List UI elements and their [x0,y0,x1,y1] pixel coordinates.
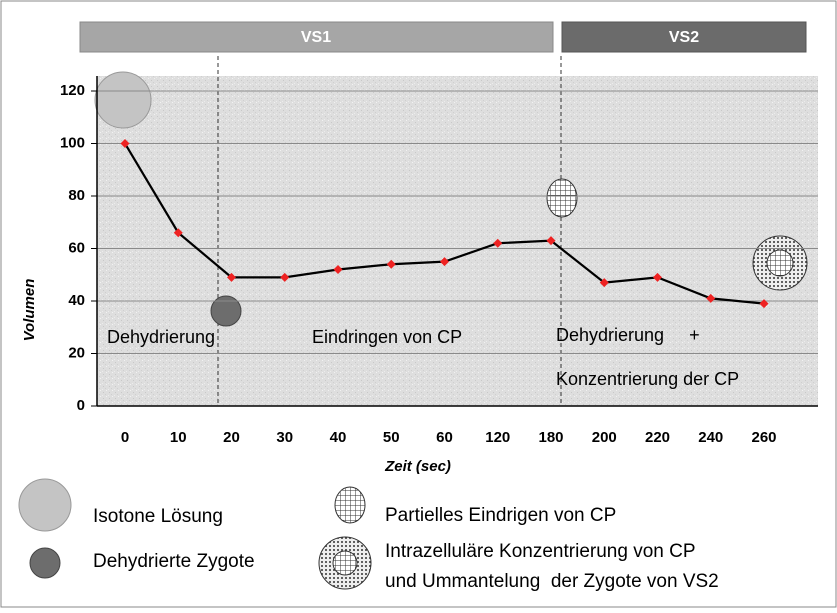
band-label: VS1 [301,29,331,46]
legend-text: Dehydrierte Zygote [93,551,255,572]
x-tick-label: 20 [223,429,240,446]
x-tick-label: 60 [436,429,453,446]
annotation: Dehydrierung + [556,325,700,345]
icon-partial [547,179,577,217]
legend-icon [19,479,71,531]
x-tick-label: 120 [485,429,510,446]
x-tick-label: 260 [751,429,776,446]
y-tick-label: 120 [60,82,85,99]
x-tick-label: 30 [276,429,293,446]
x-tick-label: 240 [698,429,723,446]
y-tick-label: 0 [77,397,85,414]
legend-text: Isotone Lösung [93,506,223,527]
y-axis-label: Volumen [21,279,38,342]
plot-area [97,76,818,406]
x-tick-label: 180 [538,429,563,446]
legend-text: Partielles Eindrigen von CP [385,505,616,526]
y-tick-label: 40 [68,292,85,309]
legend-icon [335,487,365,523]
x-tick-label: 50 [383,429,400,446]
annotation: Eindringen von CP [312,327,462,347]
legend-text: Intrazelluläre Konzentrierung von CP [385,541,696,562]
x-tick-label: 200 [592,429,617,446]
legend-icon [333,551,357,575]
y-tick-label: 60 [68,239,85,256]
legend-icon [30,548,60,578]
band-label: VS2 [669,29,699,46]
icon-concentration-core [767,250,793,276]
x-tick-label: 10 [170,429,187,446]
y-tick-label: 100 [60,134,85,151]
legend-text: und Ummantelung der Zygote von VS2 [385,571,719,592]
x-tick-label: 220 [645,429,670,446]
chart: VS1 VS2 Volumen Zeit (sec) Dehydrierung … [0,0,837,608]
annotation: Konzentrierung der CP [556,369,739,389]
icon-isotone [95,72,151,128]
annotation: Dehydrierung [107,327,215,347]
y-tick-label: 80 [68,187,85,204]
y-tick-label: 20 [68,344,85,361]
x-axis-label: Zeit (sec) [384,458,451,475]
x-tick-label: 0 [121,429,129,446]
x-tick-label: 40 [330,429,347,446]
